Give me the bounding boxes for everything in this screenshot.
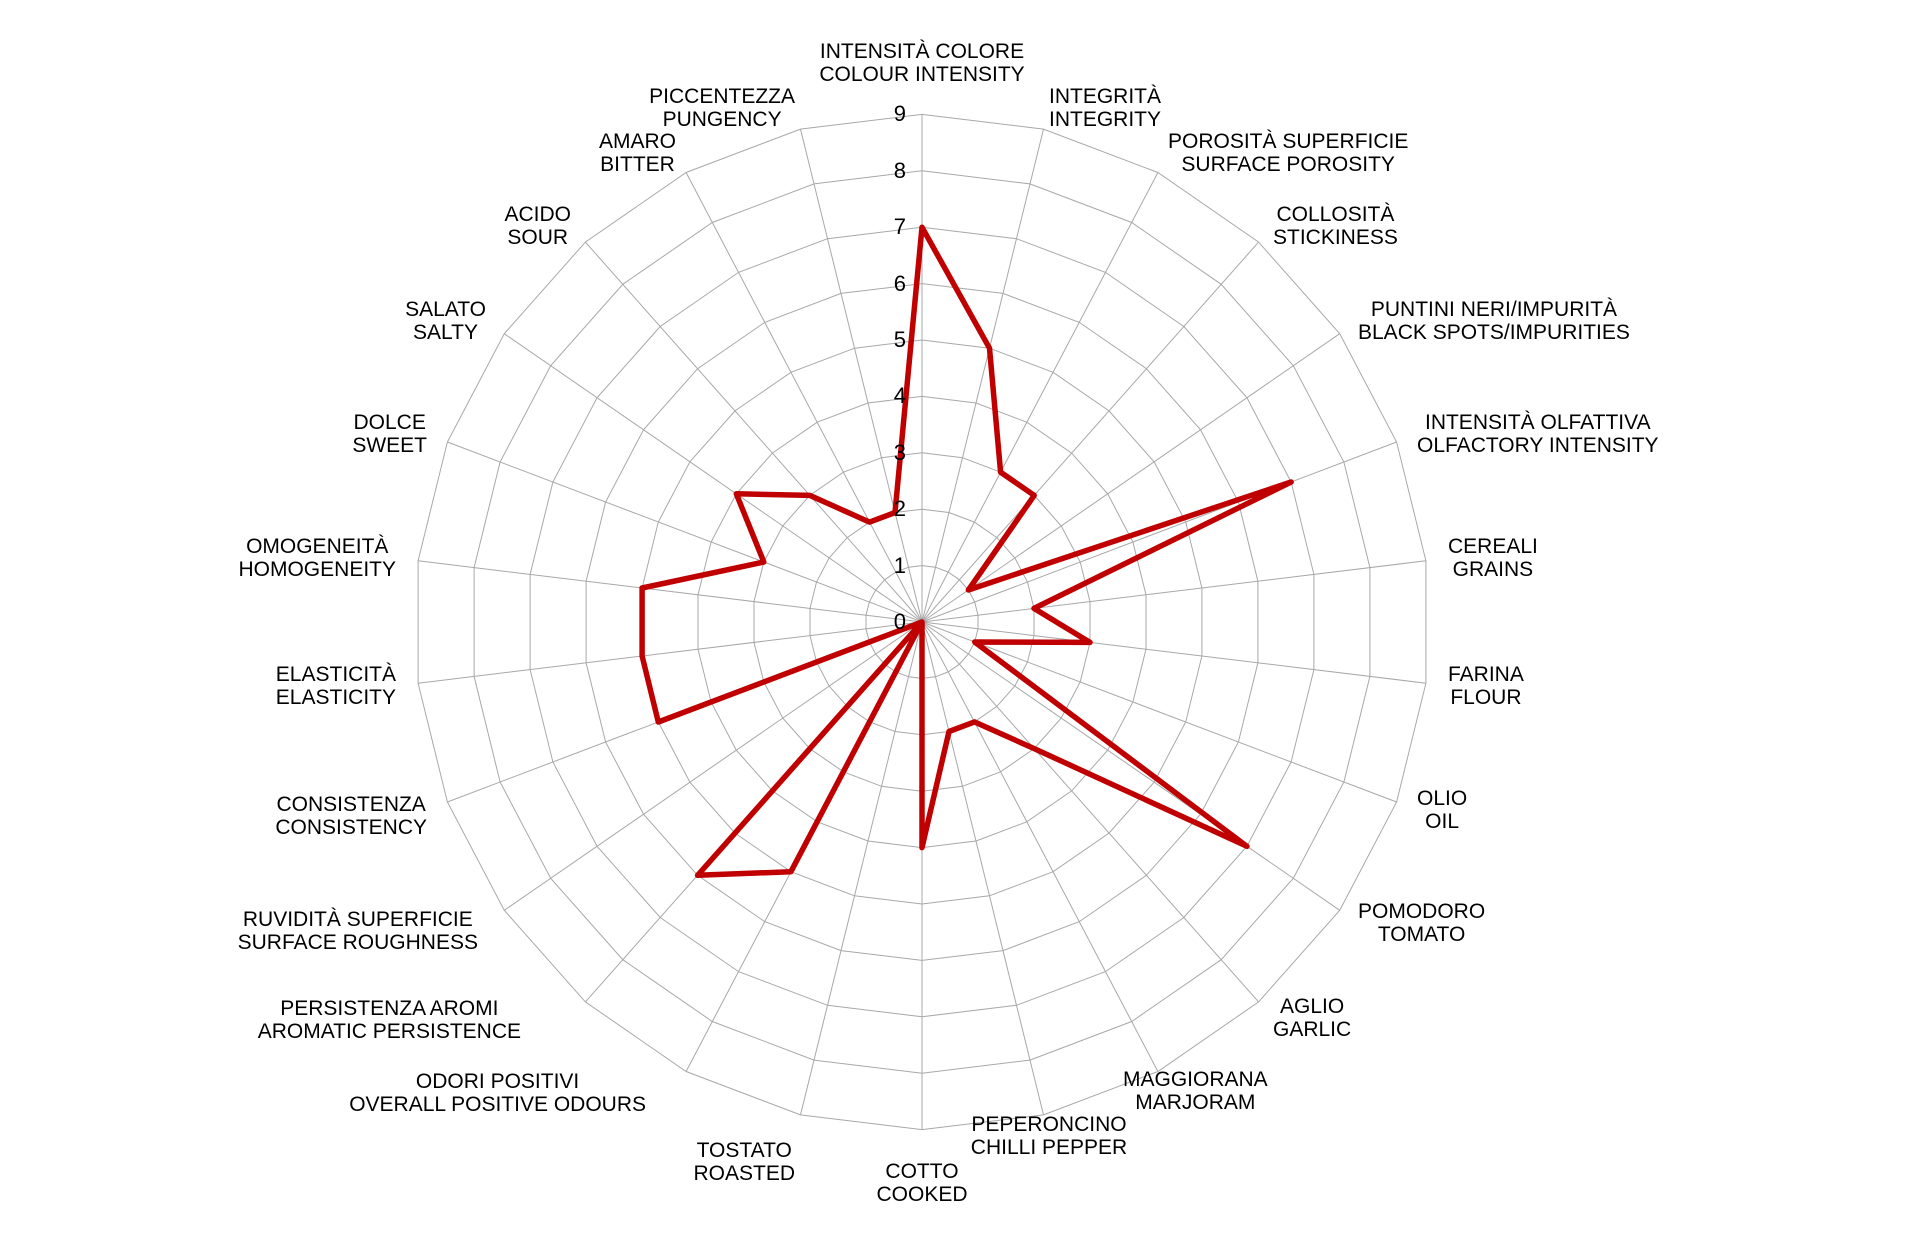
grid-spoke-1 bbox=[921, 128, 1044, 623]
grid-spoke-14 bbox=[800, 621, 923, 1116]
grid-spoke-25 bbox=[800, 128, 923, 623]
grid-spoke-11 bbox=[921, 621, 1159, 1072]
grid-spoke-4 bbox=[921, 333, 1340, 623]
grid-spoke-23 bbox=[585, 241, 923, 623]
grid-spoke-12 bbox=[921, 621, 1044, 1116]
series-polygon bbox=[639, 224, 1294, 879]
grid-spoke-6 bbox=[921, 560, 1426, 623]
grid-spoke-8 bbox=[921, 621, 1397, 803]
grid-spoke-5 bbox=[921, 441, 1397, 623]
grid-spoke-10 bbox=[921, 621, 1259, 1003]
grid-spoke-7 bbox=[921, 621, 1426, 684]
grid-spoke-21 bbox=[447, 441, 923, 623]
grid-spoke-19 bbox=[418, 621, 923, 684]
series-layer bbox=[639, 224, 1294, 879]
grid-spoke-2 bbox=[921, 172, 1159, 623]
grid-spoke-9 bbox=[921, 621, 1340, 911]
grid-spoke-17 bbox=[504, 621, 923, 911]
grid-spoke-22 bbox=[504, 333, 923, 623]
grid-spoke-24 bbox=[685, 172, 923, 623]
grid-spoke-3 bbox=[921, 241, 1259, 623]
grid-spoke-20 bbox=[418, 560, 923, 623]
